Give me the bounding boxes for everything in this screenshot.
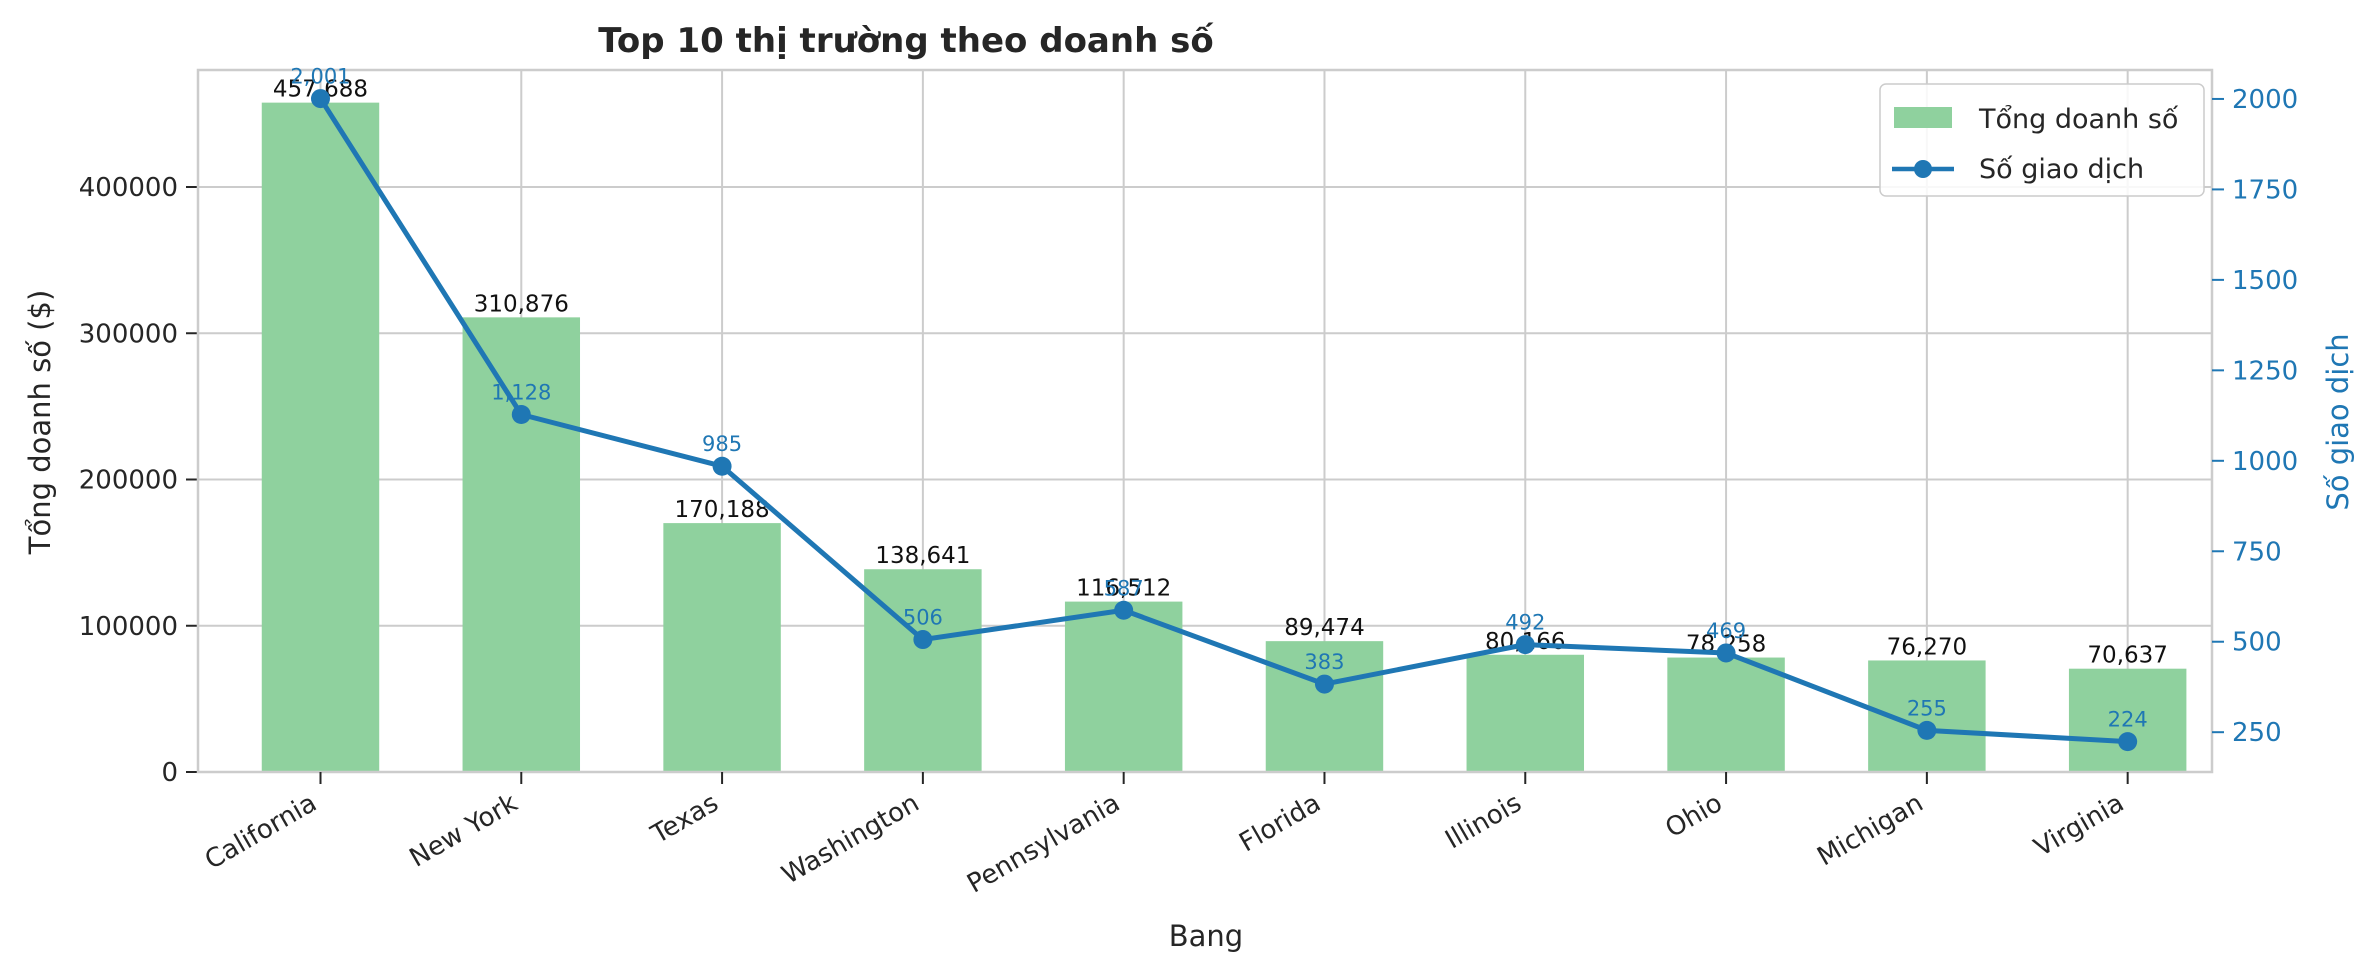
bar [462, 317, 581, 772]
bar-value-label: 138,641 [875, 543, 970, 569]
line-point-label: 587 [1104, 576, 1144, 600]
bar-value-label: 310,876 [474, 291, 569, 317]
legend-label-transactions: Số giao dịch [1979, 154, 2144, 185]
x-axis-label: Bang [1169, 919, 1243, 953]
x-tick-label: Virginia [2029, 788, 2129, 863]
y-right-tick-label: 2000 [2232, 85, 2298, 115]
legend-line-marker [1914, 160, 1932, 178]
line-point [511, 404, 531, 424]
line-point [913, 630, 933, 650]
legend: Tổng doanh số Số giao dịch [1879, 83, 2205, 197]
line-point-label: 224 [2108, 708, 2148, 732]
line-point-label: 492 [1505, 611, 1545, 635]
bar [663, 523, 781, 772]
bar-value-label: 170,188 [675, 497, 770, 523]
y-right-tick-label: 1500 [2232, 266, 2298, 296]
y-axis-right-label: Số giao dịch [2321, 333, 2355, 510]
x-tick-label: Illinois [1440, 788, 1526, 855]
bar [864, 569, 982, 772]
y-tick-label: 400000 [79, 173, 178, 203]
x-tick-label: California [200, 788, 322, 876]
line-series [310, 89, 2138, 752]
bars [261, 102, 2187, 773]
point-labels: 2,001 1,128 985 506 587 383 492 469 255 224 [290, 65, 2147, 732]
y-right-tick-label: 500 [2232, 628, 2282, 658]
legend-bar-swatch [1894, 107, 1952, 128]
bar-value-label: 76,270 [1887, 634, 1967, 660]
y-tick-label: 100000 [79, 612, 178, 642]
bar [1265, 641, 1384, 772]
line-point [1917, 720, 1937, 740]
x-tick-label: Pennsylvania [962, 788, 1125, 899]
y-right-tick-label: 1750 [2232, 175, 2298, 205]
y-right-tick-label: 1000 [2232, 447, 2298, 477]
y-tick-label: 200000 [79, 466, 178, 496]
series-line-transactions [318, 97, 2128, 745]
bar [2068, 668, 2187, 772]
y-tick-label: 300000 [79, 319, 178, 349]
y-right-tick-label: 1250 [2232, 356, 2298, 386]
tick-labels: 0 100000 200000 300000 400000 250 500 750 1000 12… [79, 85, 2298, 900]
legend-frame [1879, 83, 2205, 197]
y-tick-label: 0 [161, 758, 178, 788]
line-point-label: 1,128 [491, 380, 551, 404]
line-point [712, 456, 732, 476]
line-point-label: 506 [903, 606, 943, 630]
x-tick-label: New York [405, 788, 523, 874]
line-point-label: 255 [1907, 696, 1947, 720]
line-point [1515, 635, 1535, 655]
axes [186, 68, 2224, 784]
bar [261, 102, 380, 773]
line-point [1314, 674, 1334, 694]
x-tick-label: Michigan [1812, 788, 1928, 872]
bar-value-label: 116,512 [1076, 576, 1171, 602]
x-tick-label: Florida [1234, 788, 1326, 858]
x-tick-label: Washington [777, 788, 924, 890]
line-point-label: 2,001 [290, 65, 350, 89]
line-point-label: 469 [1706, 619, 1746, 643]
bar [1466, 654, 1585, 772]
line-point-label: 383 [1304, 650, 1344, 674]
bar-value-label: 70,637 [2087, 643, 2167, 669]
line-point [2118, 732, 2138, 752]
bar-value-label: 89,474 [1284, 615, 1364, 641]
line-point [1114, 600, 1134, 620]
plot-frame [196, 68, 2214, 774]
bar [1064, 601, 1183, 772]
y-right-tick-label: 250 [2232, 718, 2282, 748]
line-point [310, 89, 330, 109]
x-tick-label: Ohio [1661, 788, 1728, 844]
y-right-tick-label: 750 [2232, 537, 2282, 567]
y-axis-label: Tổng doanh số ($) [23, 290, 57, 556]
line-point-label: 985 [702, 432, 742, 456]
x-tick-label: Texas [645, 788, 723, 850]
chart-title: Top 10 thị trường theo doanh số [598, 21, 1214, 61]
legend-label-sales: Tổng doanh số [1978, 104, 2179, 135]
line-point [1716, 643, 1736, 663]
bar [1667, 657, 1785, 772]
